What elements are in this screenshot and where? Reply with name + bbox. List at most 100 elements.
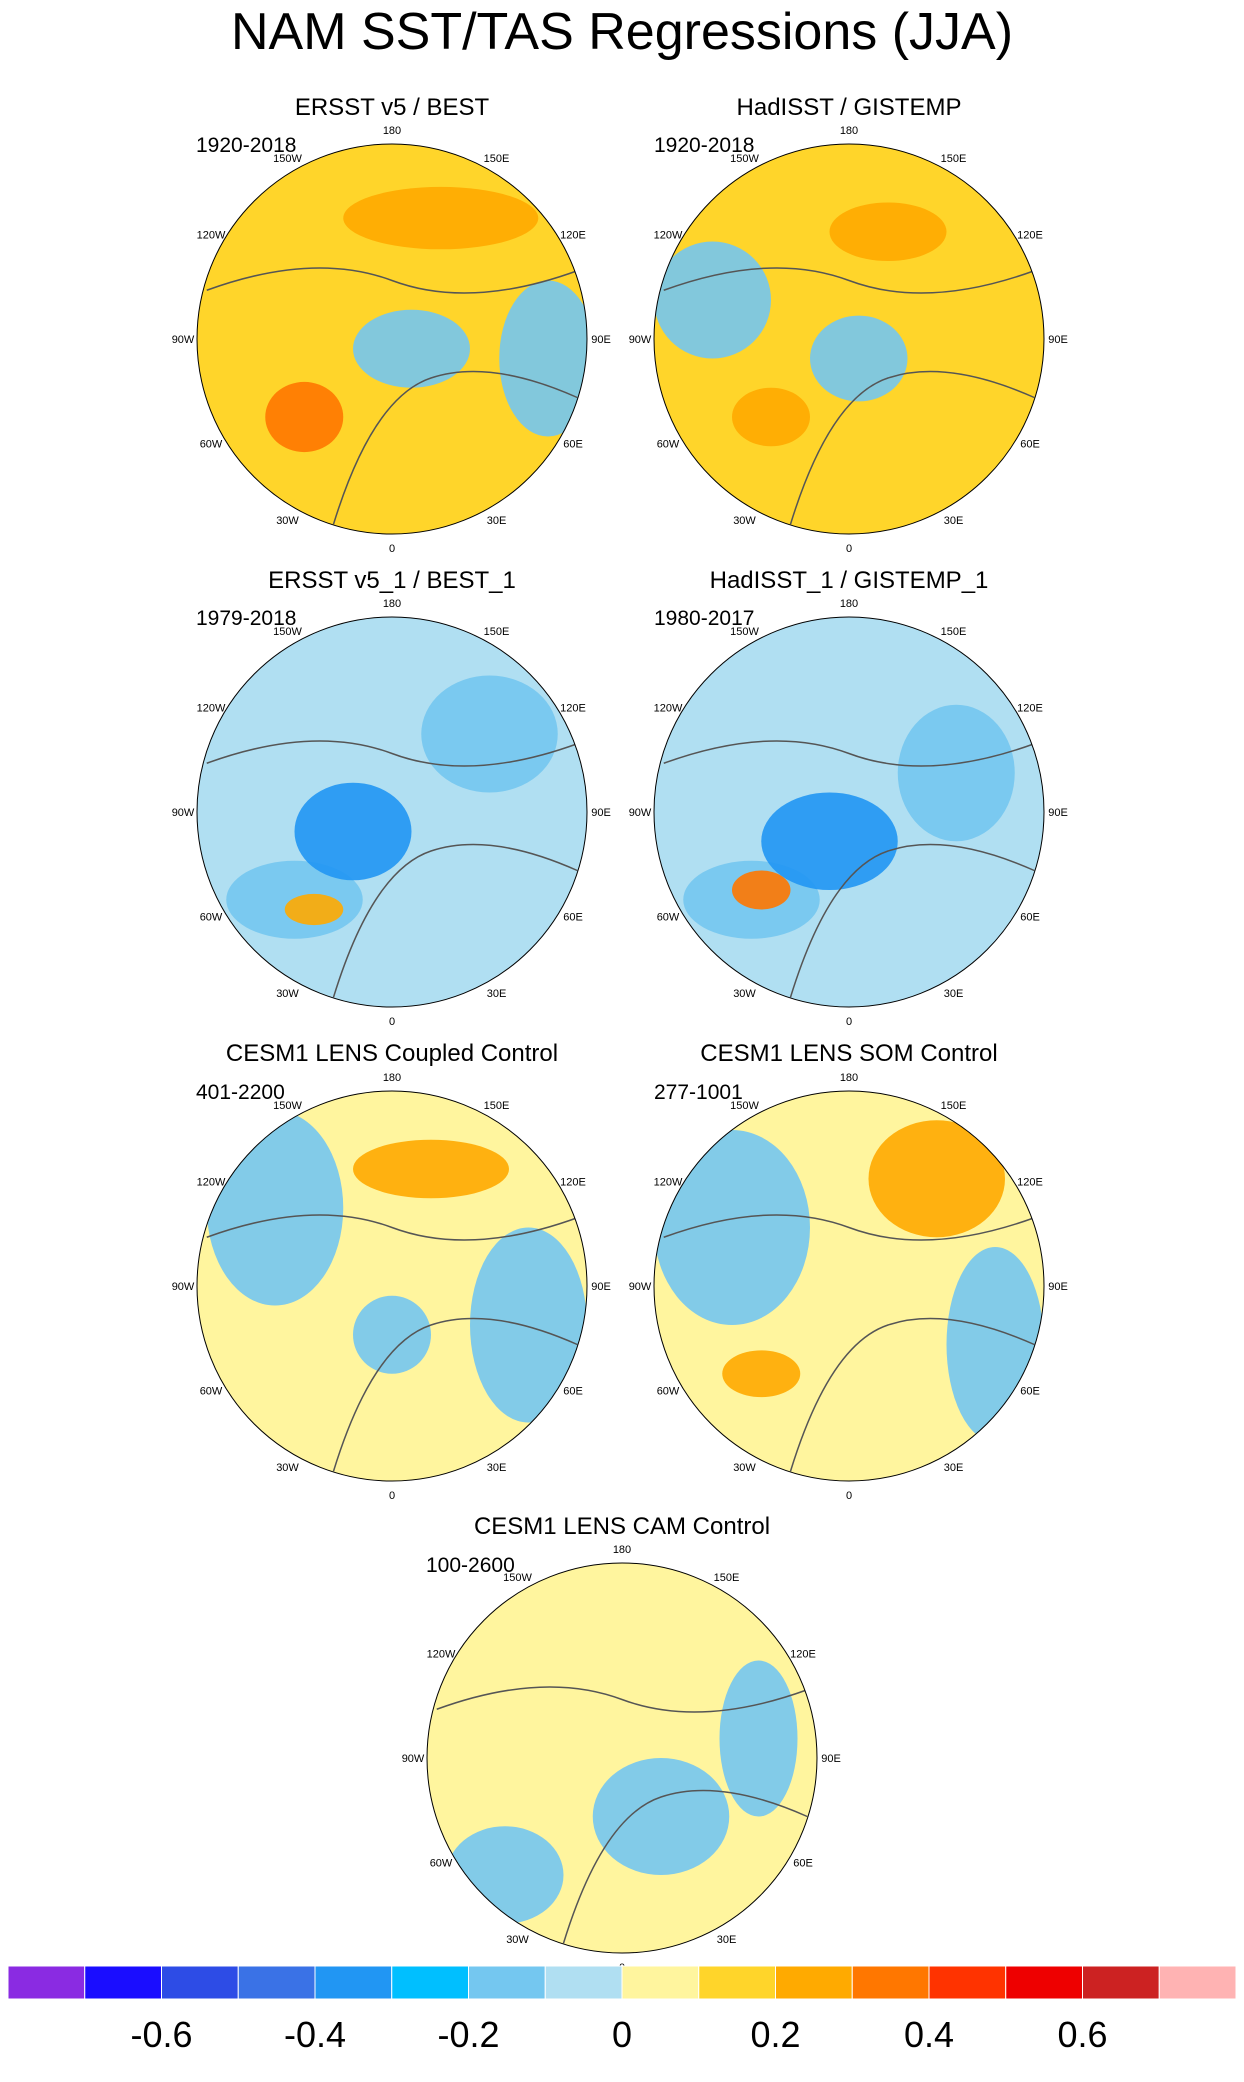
- anomaly-region: [761, 792, 898, 890]
- anomaly-region: [353, 309, 470, 388]
- colorbar-swatch: [314, 1965, 393, 2000]
- coastline: [562, 1789, 808, 1944]
- longitude-label: 30W: [733, 515, 756, 527]
- longitude-label: 120E: [1017, 230, 1043, 242]
- coastline: [332, 1317, 578, 1472]
- panel-title: ERSST v5_1 / BEST_1: [268, 567, 516, 594]
- longitude-label: 180: [613, 1544, 631, 1556]
- colorbar-swatch: [84, 1965, 162, 2000]
- longitude-label: 60W: [200, 1386, 223, 1398]
- longitude-label: 120W: [197, 230, 226, 242]
- longitude-label: 120E: [560, 703, 586, 715]
- coastline: [436, 1686, 808, 1713]
- anomaly-region: [732, 387, 810, 447]
- panel-period: 1920-2018: [196, 134, 297, 157]
- longitude-label: 90E: [591, 807, 611, 819]
- colorbar-swatch: [698, 1965, 776, 2000]
- longitude-label: 150E: [941, 1100, 967, 1112]
- panel-period: 401-2200: [196, 1081, 285, 1104]
- longitude-label: 90W: [402, 1753, 425, 1765]
- colorbar-swatch: [237, 1965, 316, 2000]
- longitude-label: 0: [846, 1016, 852, 1028]
- longitude-label: 30W: [733, 1462, 756, 1474]
- coastline: [789, 1317, 1035, 1472]
- anomaly-region: [294, 782, 412, 881]
- colorbar-swatch: [621, 1965, 700, 2000]
- longitude-label: 150E: [484, 1100, 510, 1112]
- panel-title: CESM1 LENS CAM Control: [473, 1513, 771, 1540]
- longitude-label: 180: [383, 125, 401, 137]
- longitude-label: 30W: [276, 515, 299, 527]
- colorbar-swatch: [928, 1965, 1007, 2000]
- anomaly-region: [353, 1295, 431, 1374]
- anomaly-region: [343, 186, 539, 250]
- longitude-label: 90W: [629, 1281, 652, 1293]
- longitude-label: 90W: [629, 807, 652, 819]
- coastline: [206, 267, 578, 294]
- longitude-label: 60E: [563, 1386, 583, 1398]
- longitude-label: 90W: [172, 1281, 195, 1293]
- anomaly-region: [421, 675, 558, 793]
- colorbar-swatch: [7, 1965, 86, 2000]
- longitude-label: 90E: [591, 334, 611, 346]
- map-border: [653, 143, 1045, 535]
- anomaly-region: [897, 704, 1015, 842]
- panel-title: ERSST v5 / BEST: [294, 94, 490, 121]
- panel-period: 1980-2017: [654, 607, 755, 630]
- longitude-label: 150E: [941, 626, 967, 638]
- colorbar-swatch: [391, 1965, 469, 2000]
- longitude-label: 0: [389, 1490, 395, 1502]
- longitude-label: 150E: [941, 153, 967, 165]
- longitude-label: 0: [389, 1016, 395, 1028]
- colorbar-swatch: [1082, 1965, 1160, 2000]
- anomaly-region: [868, 1120, 1005, 1238]
- map-border: [653, 1090, 1045, 1482]
- panel-period: 100-2600: [426, 1554, 515, 1577]
- longitude-label: 180: [840, 1072, 858, 1084]
- longitude-label: 150W: [730, 626, 759, 638]
- longitude-label: 60E: [1020, 912, 1040, 924]
- colorbar-tick-label: 0: [612, 2014, 632, 2055]
- colorbar-tick-label: -0.6: [130, 2014, 192, 2055]
- longitude-label: 120E: [790, 1649, 816, 1661]
- longitude-label: 150W: [730, 1100, 759, 1112]
- panel-title: CESM1 LENS SOM Control: [700, 1040, 998, 1067]
- longitude-label: 120E: [1017, 703, 1043, 715]
- longitude-label: 150W: [273, 626, 302, 638]
- longitude-label: 30E: [717, 1934, 737, 1946]
- panel-title: HadISST_1 / GISTEMP_1: [709, 567, 989, 594]
- longitude-label: 120E: [1017, 1177, 1043, 1189]
- anomaly-region: [446, 1826, 564, 1924]
- colorbar-tick-label: 0.2: [750, 2014, 800, 2055]
- longitude-label: 120E: [560, 230, 586, 242]
- longitude-label: 0: [846, 543, 852, 555]
- longitude-label: 150W: [730, 153, 759, 165]
- longitude-label: 30E: [487, 988, 507, 1000]
- coastline: [206, 1214, 578, 1241]
- longitude-label: 180: [840, 598, 858, 610]
- longitude-label: 120W: [654, 703, 683, 715]
- longitude-label: 30W: [276, 988, 299, 1000]
- polar-map-panel: 180 150E 120E 90E 60E 30E 0 30W 60W 90W 120W 150W: [172, 598, 611, 1028]
- longitude-label: 120W: [427, 1649, 456, 1661]
- longitude-label: 150E: [484, 626, 510, 638]
- coastline: [663, 267, 1035, 294]
- colorbar: -0.6 -0.4 -0.2 0 0.2 0.4 0.6: [7, 1965, 1237, 2055]
- longitude-label: 60W: [657, 1386, 680, 1398]
- coastline: [789, 370, 1035, 525]
- longitude-label: 30W: [276, 1462, 299, 1474]
- longitude-label: 60E: [1020, 1386, 1040, 1398]
- colorbar-swatch: [1005, 1965, 1083, 2000]
- colorbar-tick-label: -0.4: [284, 2014, 346, 2055]
- longitude-label: 150W: [273, 1100, 302, 1112]
- longitude-label: 90E: [821, 1753, 841, 1765]
- longitude-label: 90W: [172, 334, 195, 346]
- longitude-label: 150E: [484, 153, 510, 165]
- longitude-label: 120W: [654, 1177, 683, 1189]
- map-border: [196, 1090, 588, 1482]
- longitude-label: 90E: [1048, 334, 1068, 346]
- longitude-label: 150E: [714, 1572, 740, 1584]
- coastline: [206, 740, 578, 767]
- longitude-label: 120W: [197, 703, 226, 715]
